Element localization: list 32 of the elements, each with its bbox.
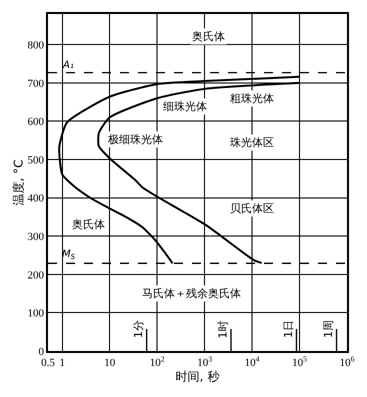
- x-tick-label: 10$^{5}$: [292, 354, 308, 369]
- y-tick-label: 500: [28, 154, 45, 166]
- y-tick-label: 200: [28, 269, 45, 282]
- x-tick-label: 0.5: [41, 356, 56, 369]
- annotation: 贝氏体区: [230, 202, 274, 215]
- x-axis-title: 时间, 秒: [176, 369, 220, 384]
- y-tick-label: 400: [28, 192, 45, 205]
- y-tick-label: 300: [28, 230, 45, 243]
- y-tick-label: 100: [28, 308, 45, 320]
- y-axis-title: 温度, °C: [11, 159, 26, 206]
- x-tick-label: 10$^{4}$: [244, 354, 260, 369]
- annotation: 1分: [132, 320, 146, 338]
- x-tick-label: 10$^{6}$: [340, 354, 355, 369]
- x-tick-label: 10$^{2}$: [150, 354, 165, 369]
- x-tick-label: 1: [60, 356, 66, 369]
- annotation: 极细珠光体: [107, 133, 163, 146]
- y-tick-label: 600: [28, 116, 45, 128]
- x-tick-label: 10: [104, 356, 116, 369]
- annotation: 细珠光体: [163, 100, 207, 113]
- annotation: 粗珠光体: [230, 92, 274, 105]
- annotation: 奥氏体: [72, 218, 105, 231]
- x-tick-label: 10$^{3}$: [197, 354, 212, 369]
- y-tick-label: 800: [28, 39, 45, 52]
- annotation: 珠光体区: [230, 136, 274, 149]
- ref-line-label: A₁: [62, 60, 74, 71]
- annotation: 1周: [322, 320, 336, 338]
- annotation: 1日: [282, 320, 295, 338]
- annotation: 奥氏体: [192, 30, 225, 43]
- annotation: 马氏体＋残余奥氏体: [142, 287, 241, 300]
- y-tick-label: 0: [38, 346, 45, 358]
- y-tick-label: 700: [28, 78, 45, 90]
- annotation: 1时: [216, 320, 230, 338]
